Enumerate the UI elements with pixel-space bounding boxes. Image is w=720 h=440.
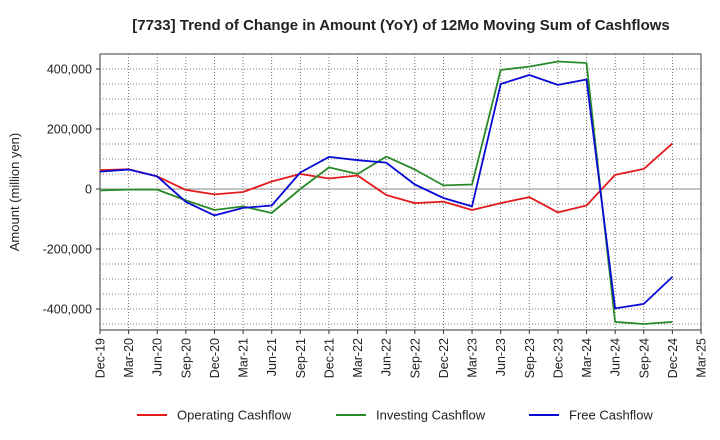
y-tick-label: 400,000 bbox=[47, 63, 92, 77]
y-tick-label: -400,000 bbox=[43, 303, 92, 317]
x-tick-label: Mar-25 bbox=[695, 338, 709, 378]
y-tick-label: -200,000 bbox=[43, 243, 92, 257]
x-tick-label: Sep-22 bbox=[408, 338, 422, 378]
x-tick-label: Dec-19 bbox=[94, 338, 108, 378]
x-tick-label: Jun-21 bbox=[265, 338, 279, 376]
legend-label-investing-cashflow: Investing Cashflow bbox=[376, 408, 486, 423]
legend-label-operating-cashflow: Operating Cashflow bbox=[177, 408, 292, 423]
x-tick-label: Sep-20 bbox=[179, 338, 193, 378]
x-tick-label: Sep-21 bbox=[294, 338, 308, 378]
y-tick-label: 200,000 bbox=[47, 123, 92, 137]
x-tick-label: Dec-20 bbox=[208, 338, 222, 378]
x-tick-label: Dec-23 bbox=[551, 338, 565, 378]
grid bbox=[99, 53, 702, 330]
x-tick-label: Sep-24 bbox=[637, 338, 651, 378]
x-tick-label: Jun-23 bbox=[494, 338, 508, 376]
x-tick-label: Mar-22 bbox=[351, 338, 365, 378]
chart-title: [7733] Trend of Change in Amount (YoY) o… bbox=[132, 17, 670, 34]
x-tick-label: Sep-23 bbox=[523, 338, 537, 378]
x-axis-ticks: Dec-19 Mar-20 Jun-20 Sep-20 Dec-20 Mar-21 Jun-… bbox=[94, 330, 709, 378]
y-axis-ticks: 400,000 200,000 0 -200,000 -400,000 bbox=[43, 63, 100, 317]
series-line-investing-cashflow bbox=[99, 60, 673, 325]
y-axis-label: Amount (million yen) bbox=[7, 133, 22, 252]
x-tick-label: Mar-24 bbox=[580, 338, 594, 378]
x-tick-label: Dec-22 bbox=[437, 338, 451, 378]
series-line-operating-cashflow bbox=[99, 142, 673, 214]
series-lines bbox=[99, 60, 674, 325]
x-tick-label: Dec-21 bbox=[322, 338, 336, 378]
x-tick-label: Jun-24 bbox=[609, 338, 623, 376]
legend: Operating Cashflow Investing Cashflow Free… bbox=[137, 408, 653, 423]
series-line-free-cashflow bbox=[99, 74, 674, 310]
x-tick-label: Mar-23 bbox=[466, 338, 480, 378]
x-tick-label: Mar-21 bbox=[237, 338, 251, 378]
x-tick-label: Jun-20 bbox=[151, 338, 165, 376]
x-tick-label: Mar-20 bbox=[122, 338, 136, 378]
legend-label-free-cashflow: Free Cashflow bbox=[569, 408, 653, 423]
x-tick-label: Dec-24 bbox=[666, 338, 680, 378]
y-tick-label: 0 bbox=[85, 183, 92, 197]
x-tick-label: Jun-22 bbox=[380, 338, 394, 376]
